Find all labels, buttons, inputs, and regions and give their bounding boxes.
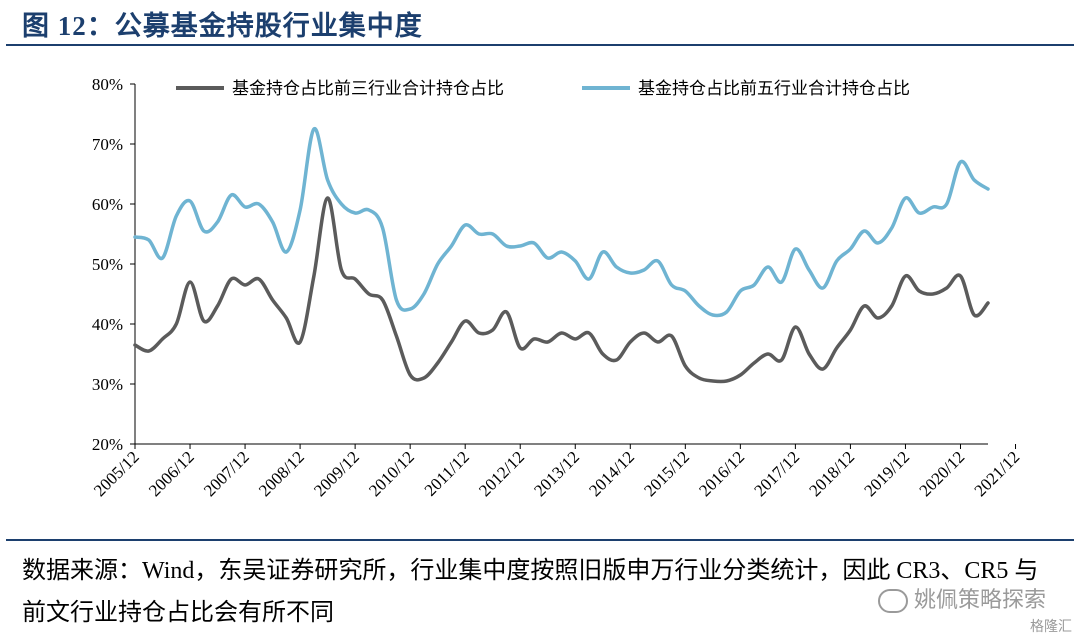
x-tick-label: 2011/12 [421, 447, 473, 499]
title-rule [6, 44, 1074, 46]
x-tick-label: 2019/12 [860, 447, 913, 500]
y-tick-label: 70% [92, 135, 123, 154]
series-line-2 [133, 127, 990, 318]
x-tick-label: 2020/12 [915, 447, 968, 500]
y-tick-label: 30% [92, 375, 123, 394]
x-tick-label: 2013/12 [530, 447, 583, 500]
x-tick-label: 2007/12 [200, 447, 253, 500]
x-tick-label: 2014/12 [585, 447, 638, 500]
series-line-1 [133, 196, 990, 384]
x-tick-label: 2018/12 [805, 447, 858, 500]
watermark-text: 姚佩策略探索 [913, 588, 1046, 613]
x-tick-label: 2021/12 [970, 447, 1023, 500]
legend-label-2: 基金持仓占比前五行业合计持仓占比 [638, 79, 910, 99]
wechat-watermark: 姚佩策略探索 [877, 582, 1046, 614]
legend-label-1: 基金持仓占比前三行业合计持仓占比 [232, 79, 504, 99]
x-tick-label: 2009/12 [310, 447, 363, 500]
y-tick-label: 60% [92, 195, 123, 214]
x-tick-label: 2017/12 [750, 447, 803, 500]
x-tick-label: 2016/12 [695, 447, 748, 500]
gelonghui-logo: 格隆汇 [1030, 619, 1072, 635]
x-tick-label: 2008/12 [255, 447, 308, 500]
x-tick-label: 2005/12 [90, 447, 143, 500]
wechat-icon [877, 589, 908, 613]
y-tick-label: 40% [92, 315, 123, 334]
source-note: 数据来源：Wind，东吴证券研究所，行业集中度按照旧版申万行业分类统计，因此 C… [22, 558, 1039, 626]
line-chart: 20% 30% 40% 50% 60% 70% 80% 2005/12 2006/12 2007/… [90, 75, 1023, 500]
figure-title: 图 12：公募基金持股行业集中度 [22, 11, 423, 41]
y-tick-label: 80% [92, 75, 123, 94]
y-tick-label: 20% [92, 435, 123, 454]
x-tick-label: 2012/12 [475, 447, 528, 500]
source-rule [6, 539, 1074, 541]
x-tick-label: 2010/12 [365, 447, 418, 500]
x-tick-label: 2006/12 [145, 447, 198, 500]
y-tick-label: 50% [92, 255, 123, 274]
x-tick-label: 2015/12 [640, 447, 693, 500]
